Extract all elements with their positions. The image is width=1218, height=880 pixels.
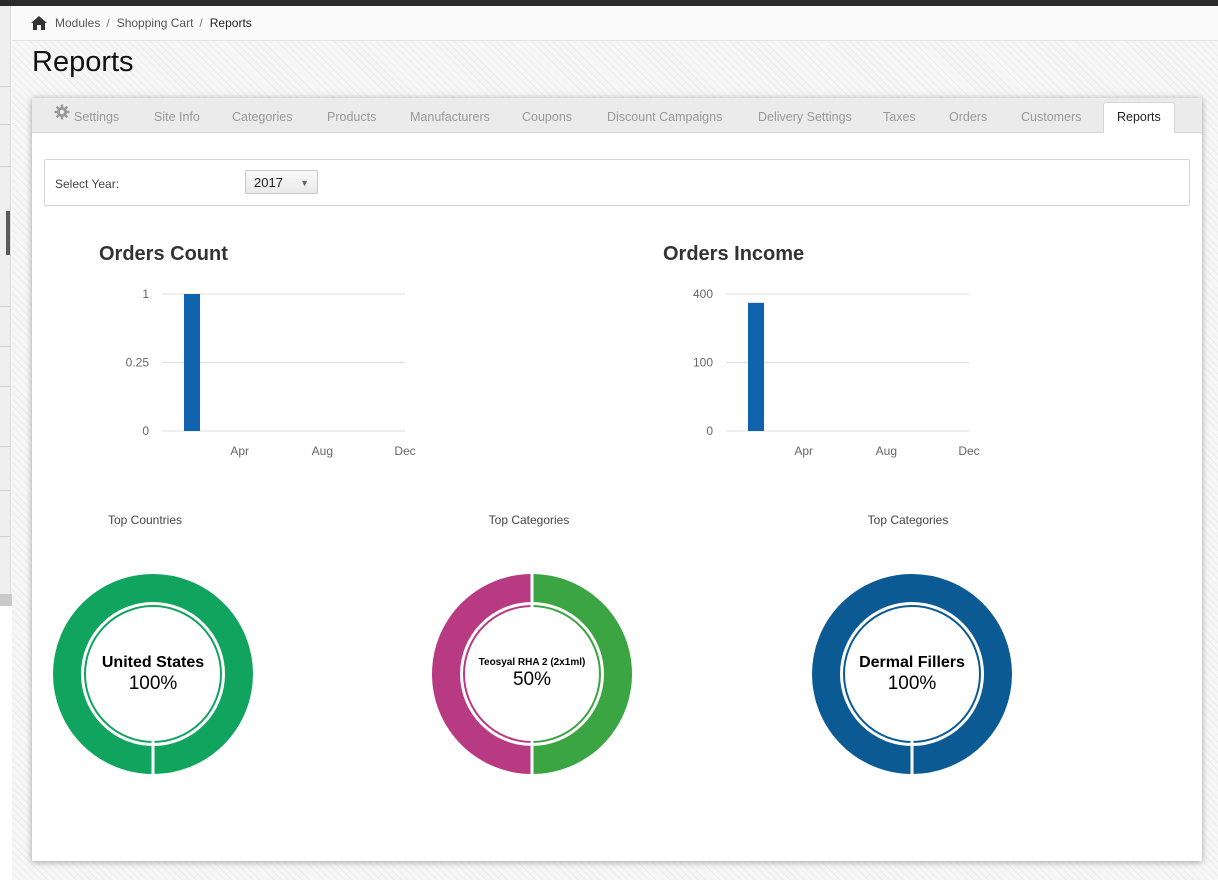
bar [748,302,764,431]
orders-income-chart: 400 100 0 Apr Aug Dec [693,287,980,458]
tab-manufacturers[interactable]: Manufacturers [410,110,490,124]
select-year-label: Select Year: [55,177,120,191]
x-tick-label: Dec [958,444,979,458]
tab-delivery-settings[interactable]: Delivery Settings [758,110,852,124]
donut-center-label: Dermal Fillers [859,653,965,671]
y-tick-label: 400 [693,287,713,301]
orders-income-title: Orders Income [663,243,805,265]
donut-chart-categories [432,573,632,775]
tab-site-info[interactable]: Site Info [154,110,200,124]
x-tick-label: Aug [312,444,333,458]
donut-chart-categories-2 [812,574,1012,775]
donut-center-label: Teosyal RHA 2 (2x1ml) [478,657,586,668]
donut-slice [532,574,632,774]
top-countries-donut: United States 100% [52,573,254,775]
breadcrumb-modules[interactable]: Modules [55,16,101,30]
tab-categories[interactable]: Categories [232,110,293,124]
tab-settings-label: Settings [74,110,120,124]
top-categories-label: Top Categories [488,513,570,527]
top-categories-donut: Teosyal RHA 2 (2x1ml) 50% [431,573,633,775]
gear-icon [54,102,70,131]
y-tick-label: 100 [693,356,713,370]
year-filter: Select Year: 2017 ▼ [44,159,1190,206]
y-tick-label: 1 [142,287,149,301]
tab-products[interactable]: Products [327,110,377,124]
chevron-down-icon: ▼ [300,178,309,188]
tab-reports[interactable]: Reports [1103,102,1175,133]
tab-taxes[interactable]: Taxes [883,110,916,124]
bar [184,294,200,431]
y-tick-label: 0.25 [126,356,150,370]
window-top-bar [0,0,1218,6]
breadcrumb: Modules / Shopping Cart / Reports [12,6,1218,41]
y-tick-label: 0 [706,424,713,438]
breadcrumb-separator: / [106,16,110,30]
donut-center-value: 100% [128,672,178,694]
x-tick-label: Apr [794,444,813,458]
year-select-value: 2017 [254,175,283,190]
orders-count-chart: 1 0.25 0 Apr Aug Dec [126,287,416,458]
donut-center-label: United States [101,653,205,671]
orders-count-title: Orders Count [99,243,228,265]
x-tick-label: Apr [230,444,249,458]
donut-center-value: 100% [887,672,937,694]
page-title: Reports [32,46,134,78]
year-select[interactable]: 2017 ▼ [245,170,318,194]
breadcrumb-separator: / [199,16,203,30]
top-categories-label-2: Top Categories [867,513,949,527]
tab-discount-campaigns[interactable]: Discount Campaigns [607,110,723,124]
y-tick-label: 0 [142,424,149,438]
breadcrumb-reports: Reports [209,16,252,30]
left-sidebar-edge [0,6,11,606]
top-categories-donut-2: Dermal Fillers 100% [811,573,1013,775]
tab-coupons[interactable]: Coupons [522,110,573,124]
x-tick-label: Dec [394,444,415,458]
scroll-marker [6,211,10,255]
home-icon[interactable] [30,15,48,31]
tab-bar: Settings Site Info Categories Products M… [32,98,1202,133]
tab-orders[interactable]: Orders [949,110,988,124]
donut-slice [432,574,532,774]
tab-customers[interactable]: Customers [1021,110,1082,124]
top-countries-label: Top Countries [107,513,183,527]
tab-settings[interactable]: Settings [54,103,119,132]
x-tick-label: Aug [876,444,897,458]
donut-chart-countries [53,574,253,775]
donut-center-value: 50% [512,669,552,690]
reports-panel: Settings Site Info Categories Products M… [32,98,1202,861]
breadcrumb-shopping-cart[interactable]: Shopping Cart [116,16,194,30]
